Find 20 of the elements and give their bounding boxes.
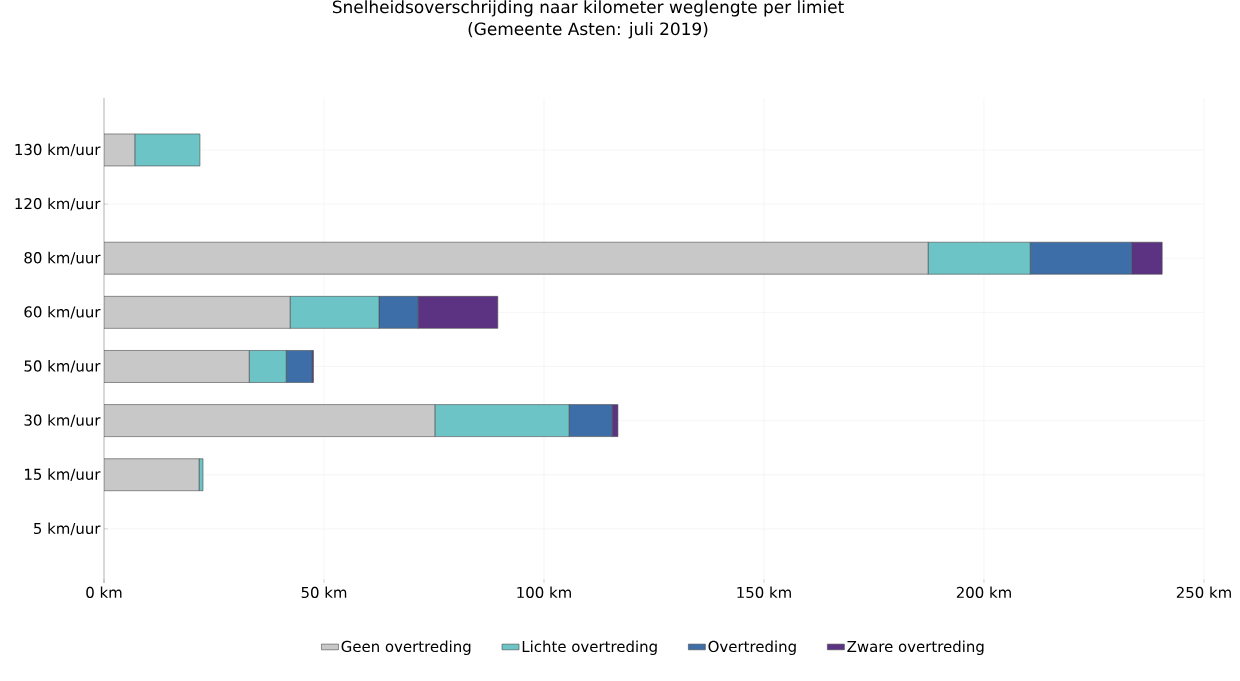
legend-label: Zware overtreding (847, 640, 984, 655)
legend-label: Geen overtreding (341, 640, 471, 655)
x-tick-label: 50 km (301, 586, 347, 599)
y-tick-label: 80 km/uur (24, 251, 101, 265)
y-tick-label: 60 km/uur (24, 305, 101, 319)
y-tick-label: 120 km/uur (15, 197, 101, 211)
x-tick-label: 250 km (1176, 586, 1231, 599)
x-tick-label: 200 km (956, 586, 1011, 599)
x-tick-label: 0 km (86, 586, 122, 599)
y-tick-label: 130 km/uur (15, 143, 101, 157)
legend-label: Lichte overtreding (522, 640, 657, 655)
y-tick-label: 5 km/uur (34, 522, 101, 536)
y-tick-label: 15 km/uur (25, 468, 101, 482)
y-tick-label: 50 km/uur (24, 360, 101, 373)
x-tick-label: 100 km (517, 586, 571, 599)
chart-subtitle: (Gemeente Asten: juli 2019) (468, 22, 708, 39)
y-tick-label: 30 km/uur (24, 414, 101, 427)
legend-label: Overtreding (708, 640, 796, 655)
chart-title: Snelheidsoverschrijding naar kilometer weglengte per limiet (332, 0, 844, 17)
x-tick-label: 150 km (737, 586, 791, 599)
